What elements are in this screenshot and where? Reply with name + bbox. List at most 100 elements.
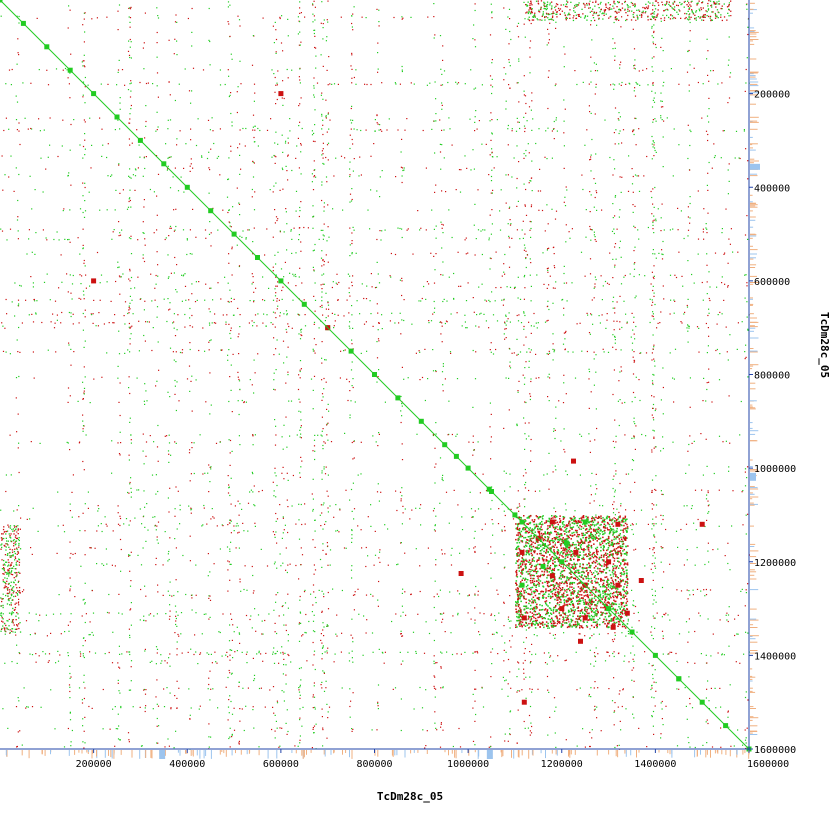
reverse-match-dot bbox=[621, 705, 623, 708]
forward-match-dot bbox=[229, 522, 231, 524]
reverse-match-dot bbox=[353, 508, 356, 510]
forward-match-dot bbox=[657, 208, 659, 210]
forward-match-dot bbox=[216, 157, 218, 159]
reverse-match-dot bbox=[410, 82, 412, 84]
forward-match-dot bbox=[707, 345, 709, 347]
forward-match-dot bbox=[500, 189, 502, 191]
reverse-match-dot bbox=[474, 720, 476, 722]
reverse-match-dot bbox=[279, 189, 281, 191]
reverse-match-dot bbox=[360, 174, 362, 176]
forward-match-dot bbox=[322, 444, 324, 447]
reverse-match-dot bbox=[691, 442, 693, 444]
forward-match-dot bbox=[381, 230, 383, 232]
reverse-match-dot bbox=[155, 385, 157, 387]
reverse-match-dot bbox=[83, 119, 85, 121]
forward-match-dot bbox=[83, 656, 85, 659]
forward-match-dot bbox=[298, 503, 300, 505]
reverse-match-dot bbox=[507, 144, 509, 146]
forward-match-dot bbox=[509, 711, 511, 713]
reverse-match-dot bbox=[48, 660, 50, 662]
forward-match-dot bbox=[744, 468, 747, 470]
forward-match-dot bbox=[323, 202, 325, 204]
forward-match-dot bbox=[282, 168, 284, 171]
forward-match-dot bbox=[553, 428, 555, 430]
forward-match-dot bbox=[143, 334, 145, 337]
reverse-match-dot bbox=[547, 267, 549, 269]
forward-match-dot bbox=[588, 433, 590, 435]
reverse-match-dot bbox=[660, 546, 662, 548]
forward-match-dot bbox=[652, 2, 654, 4]
forward-match-dot bbox=[278, 353, 280, 355]
forward-match-dot bbox=[455, 81, 457, 83]
reverse-match-dot bbox=[620, 505, 622, 507]
reverse-match-dot bbox=[613, 587, 615, 589]
reverse-match-dot bbox=[301, 334, 303, 337]
forward-match-dot bbox=[230, 700, 232, 703]
reverse-match-dot bbox=[528, 714, 531, 717]
forward-match-dot bbox=[619, 399, 621, 401]
reverse-match-dot bbox=[282, 340, 285, 342]
forward-match-dot bbox=[313, 696, 316, 698]
forward-match-dot bbox=[230, 520, 232, 522]
reverse-match-dot bbox=[488, 174, 490, 176]
forward-match-dot bbox=[352, 119, 354, 121]
forward-match-dot bbox=[745, 533, 747, 535]
reverse-match-dot bbox=[727, 102, 729, 104]
reverse-match-dot bbox=[164, 746, 166, 748]
reverse-match-dot bbox=[321, 199, 323, 202]
forward-match-dot bbox=[20, 285, 22, 287]
reverse-match-dot bbox=[323, 260, 325, 263]
reverse-match-dot bbox=[558, 612, 560, 615]
forward-match-dot bbox=[280, 652, 282, 654]
reverse-match-dot bbox=[278, 299, 280, 301]
forward-match-dot bbox=[82, 425, 85, 427]
reverse-match-dot bbox=[378, 25, 380, 27]
forward-match-dot bbox=[439, 589, 441, 591]
reverse-match-dot bbox=[189, 449, 191, 451]
reverse-match-dot bbox=[82, 244, 84, 246]
forward-match-dot bbox=[678, 144, 680, 146]
forward-match-dot bbox=[401, 523, 403, 525]
reverse-match-dot bbox=[291, 327, 293, 329]
forward-match-dot bbox=[446, 651, 448, 653]
reverse-match-dot bbox=[340, 16, 342, 18]
forward-match-dot bbox=[237, 525, 239, 527]
forward-match-dot bbox=[38, 620, 40, 622]
reverse-match-dot bbox=[5, 298, 7, 301]
forward-match-dot bbox=[555, 417, 557, 419]
reverse-match-dot bbox=[399, 83, 401, 85]
forward-match-dot bbox=[227, 676, 229, 679]
reverse-match-dot bbox=[706, 719, 708, 721]
reverse-match-dot bbox=[589, 502, 591, 504]
forward-match-dot bbox=[130, 41, 132, 43]
reverse-match-dot bbox=[395, 613, 397, 615]
forward-match-dot bbox=[288, 400, 290, 402]
forward-match-dot bbox=[633, 437, 635, 439]
forward-match-dot bbox=[352, 226, 354, 228]
forward-match-dot bbox=[217, 155, 220, 158]
forward-match-dot bbox=[661, 119, 663, 121]
forward-match-dot bbox=[745, 344, 747, 346]
forward-match-dot bbox=[67, 655, 69, 657]
reverse-match-dot bbox=[115, 280, 117, 283]
forward-match-dot bbox=[10, 155, 12, 157]
forward-match-dot bbox=[156, 306, 159, 308]
forward-match-dot bbox=[183, 191, 185, 193]
reverse-match-dot bbox=[376, 122, 378, 124]
forward-match-dot bbox=[287, 479, 289, 481]
forward-match-dot bbox=[520, 322, 523, 324]
forward-match-dot bbox=[652, 555, 654, 557]
reverse-match-dot bbox=[15, 634, 17, 636]
reverse-match-dot bbox=[30, 82, 32, 84]
forward-match-dot bbox=[29, 175, 31, 177]
reverse-match-dot bbox=[406, 118, 408, 120]
reverse-match-dot bbox=[744, 605, 746, 607]
reverse-match-dot bbox=[300, 368, 302, 370]
reverse-match-dot bbox=[660, 46, 662, 48]
reverse-match-dot bbox=[313, 564, 315, 566]
forward-match-dot bbox=[562, 298, 564, 301]
reverse-match-dot bbox=[312, 641, 314, 644]
reverse-match-dot bbox=[326, 408, 328, 410]
reverse-match-dot bbox=[156, 214, 158, 216]
forward-match-dot bbox=[651, 135, 653, 138]
